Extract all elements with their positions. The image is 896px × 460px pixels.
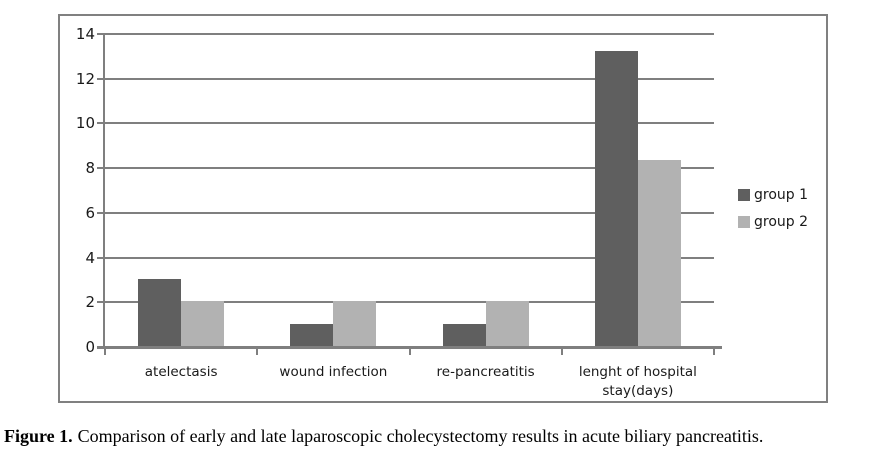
y-axis-tick-label: 12 [75,69,95,88]
chart-legend: group 1 group 2 [738,188,808,242]
x-category-label: atelectasis [144,364,218,380]
gridline-10 [105,122,714,125]
y-axis-tick [97,256,105,259]
y-axis-tick [97,167,105,170]
y-axis-tick [97,122,105,125]
bar-group-2-cat4 [637,160,681,346]
x-axis-tick [713,346,715,355]
chart-frame: 0 2 4 6 8 10 12 14 atelectasis wound infection re-… [58,14,828,403]
y-axis-tick [97,301,105,304]
y-axis-tick-label: 0 [85,338,95,356]
gridline-14 [105,33,714,35]
gridline-12 [105,77,714,80]
gridline-2 [105,301,714,304]
x-category-label: re-pancreatitis [436,364,535,380]
y-axis-tick-label: 4 [85,248,95,267]
x-category-label: lenght of hospital stay(days) [578,364,697,399]
figure-caption: Figure 1. Comparison of early and late la… [4,424,894,448]
x-category-label: wound infection [279,364,388,380]
legend-item-group-1: group 1 [738,188,808,202]
plot-area: 0 2 4 6 8 10 12 14 atelectasis wound infection re-… [76,25,722,399]
legend-label: group 2 [754,214,809,230]
bar-group-1-cat4 [594,50,638,346]
legend-label: group 1 [754,187,809,203]
caption-text: Comparison of early and late laparoscopi… [77,426,764,446]
gridline-4 [105,256,714,259]
bar-group-1-cat1 [138,278,182,346]
y-axis-tick [97,33,105,35]
bar-group-1-cat2 [290,323,334,346]
x-axis-tick [256,346,259,355]
legend-swatch [738,216,750,228]
bar-group-2-cat2 [333,301,377,346]
y-axis-tick-label: 6 [85,203,95,222]
y-axis-tick-label: 14 [75,25,95,43]
x-axis-tick [104,346,106,355]
legend-swatch [738,189,750,201]
caption-label: Figure 1. [4,426,73,446]
y-axis-tick-label: 8 [85,159,95,178]
y-axis-tick-label: 2 [85,293,95,312]
bar-group-1-cat3 [442,323,486,346]
y-axis-line [103,33,105,348]
gridline-6 [105,211,714,214]
bar-group-2-cat3 [485,301,529,346]
bar-group-2-cat1 [181,301,225,346]
legend-item-group-2: group 2 [738,215,808,229]
y-axis-tick-label: 10 [75,114,95,133]
x-axis-tick [560,346,563,355]
y-axis-tick [97,77,105,80]
y-axis-tick [97,211,105,214]
x-axis-tick [408,346,411,355]
gridline-8 [105,167,714,170]
